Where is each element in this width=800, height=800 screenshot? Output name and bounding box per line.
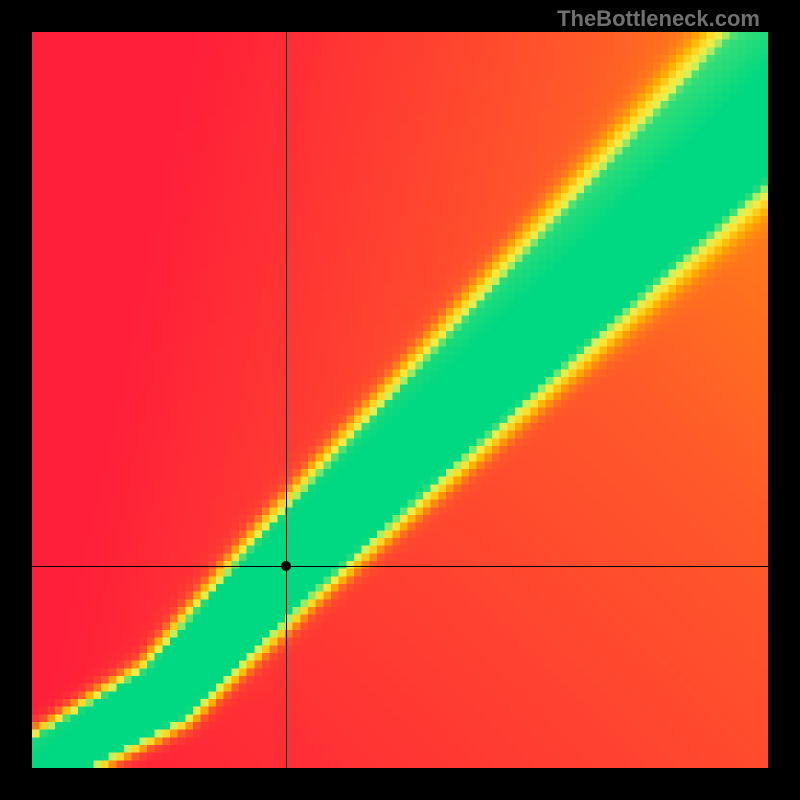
crosshair-vertical	[286, 32, 287, 768]
heatmap-canvas	[32, 32, 768, 768]
crosshair-horizontal	[32, 566, 768, 567]
watermark-text: TheBottleneck.com	[557, 6, 760, 32]
heatmap-plot	[32, 32, 768, 768]
crosshair-marker	[281, 561, 291, 571]
